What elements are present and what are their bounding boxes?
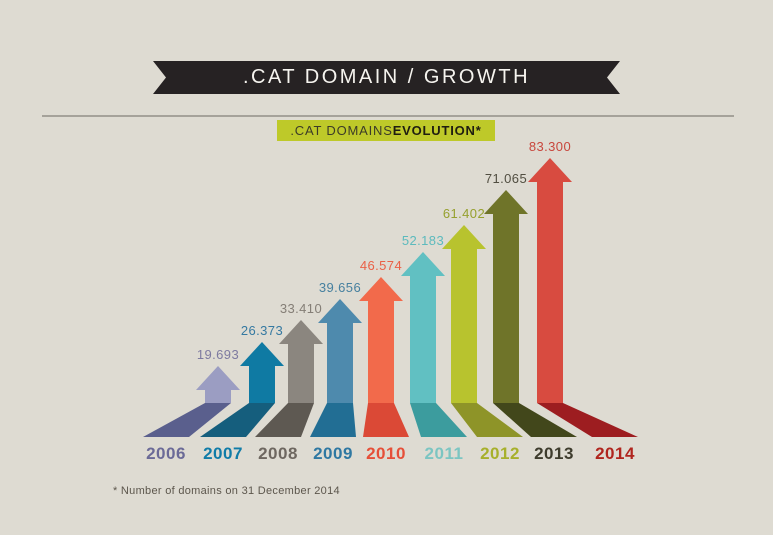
divider-line bbox=[42, 115, 734, 117]
value-label: 52.183 bbox=[402, 233, 444, 248]
value-label: 26.373 bbox=[241, 323, 283, 338]
arrow-2010: 46.574 2010 bbox=[359, 258, 409, 463]
arrow-shaft bbox=[327, 322, 353, 403]
arrow-shaft bbox=[451, 248, 477, 403]
arrow-shaft bbox=[368, 300, 394, 403]
page-title: .CAT DOMAIN / GROWTH bbox=[242, 66, 531, 88]
chart-subtitle-label: .CAT DOMAINS EVOLUTION* bbox=[277, 120, 495, 141]
value-label: 46.574 bbox=[360, 258, 402, 273]
arrow-head-icon bbox=[318, 299, 362, 323]
arrow-shaft bbox=[205, 389, 231, 403]
arrow-shaft bbox=[410, 275, 436, 403]
value-label: 39.656 bbox=[319, 280, 361, 295]
arrow-head-icon bbox=[442, 225, 486, 249]
arrow-head-icon bbox=[359, 277, 403, 301]
arrow-ribbon bbox=[310, 403, 356, 437]
subtitle-emphasis: EVOLUTION* bbox=[392, 123, 482, 138]
year-label: 2009 bbox=[313, 444, 353, 463]
arrow-2014: 83.300 2014 bbox=[528, 139, 638, 463]
arrow-2009: 39.656 2009 bbox=[310, 280, 362, 463]
arrow-ribbon bbox=[363, 403, 409, 437]
arrow-2006: 19.693 2006 bbox=[143, 347, 240, 463]
year-label: 2010 bbox=[366, 444, 406, 463]
value-label: 71.065 bbox=[485, 171, 527, 186]
year-label: 2014 bbox=[595, 444, 635, 463]
year-label: 2012 bbox=[480, 444, 520, 463]
arrow-head-icon bbox=[279, 320, 323, 344]
arrow-ribbon bbox=[200, 403, 275, 437]
arrow-shaft bbox=[249, 365, 275, 403]
arrow-head-icon bbox=[196, 366, 240, 390]
year-label: 2013 bbox=[534, 444, 574, 463]
arrow-2012: 61.402 2012 bbox=[442, 206, 523, 463]
arrow-ribbon bbox=[493, 403, 577, 437]
arrow-head-icon bbox=[240, 342, 284, 366]
arrow-head-icon bbox=[401, 252, 445, 276]
year-label: 2011 bbox=[425, 444, 464, 463]
arrow-2008: 33.410 2008 bbox=[255, 301, 323, 463]
year-label: 2008 bbox=[258, 444, 298, 463]
year-label: 2006 bbox=[146, 444, 186, 463]
value-label: 19.693 bbox=[197, 347, 239, 362]
arrow-head-icon bbox=[528, 158, 572, 182]
value-label: 61.402 bbox=[443, 206, 485, 221]
arrow-shaft bbox=[493, 213, 519, 403]
footnote-text: * Number of domains on 31 December 2014 bbox=[113, 485, 340, 497]
arrow-head-icon bbox=[484, 190, 528, 214]
arrow-ribbon bbox=[255, 403, 314, 437]
arrow-2013: 71.065 2013 bbox=[484, 171, 577, 463]
arrow-ribbon bbox=[537, 403, 638, 437]
title-banner: .CAT DOMAIN / GROWTH bbox=[153, 61, 620, 94]
arrow-ribbon bbox=[451, 403, 523, 437]
subtitle-prefix: .CAT DOMAINS bbox=[290, 123, 393, 138]
arrow-2007: 26.373 2007 bbox=[200, 323, 284, 463]
arrow-ribbon bbox=[143, 403, 231, 437]
arrow-ribbon bbox=[410, 403, 467, 437]
arrow-shaft bbox=[537, 181, 563, 403]
year-label: 2007 bbox=[203, 444, 243, 463]
value-label: 83.300 bbox=[529, 139, 571, 154]
arrow-shaft bbox=[288, 343, 314, 403]
value-label: 33.410 bbox=[280, 301, 322, 316]
arrow-2011: 52.183 2011 bbox=[401, 233, 467, 463]
